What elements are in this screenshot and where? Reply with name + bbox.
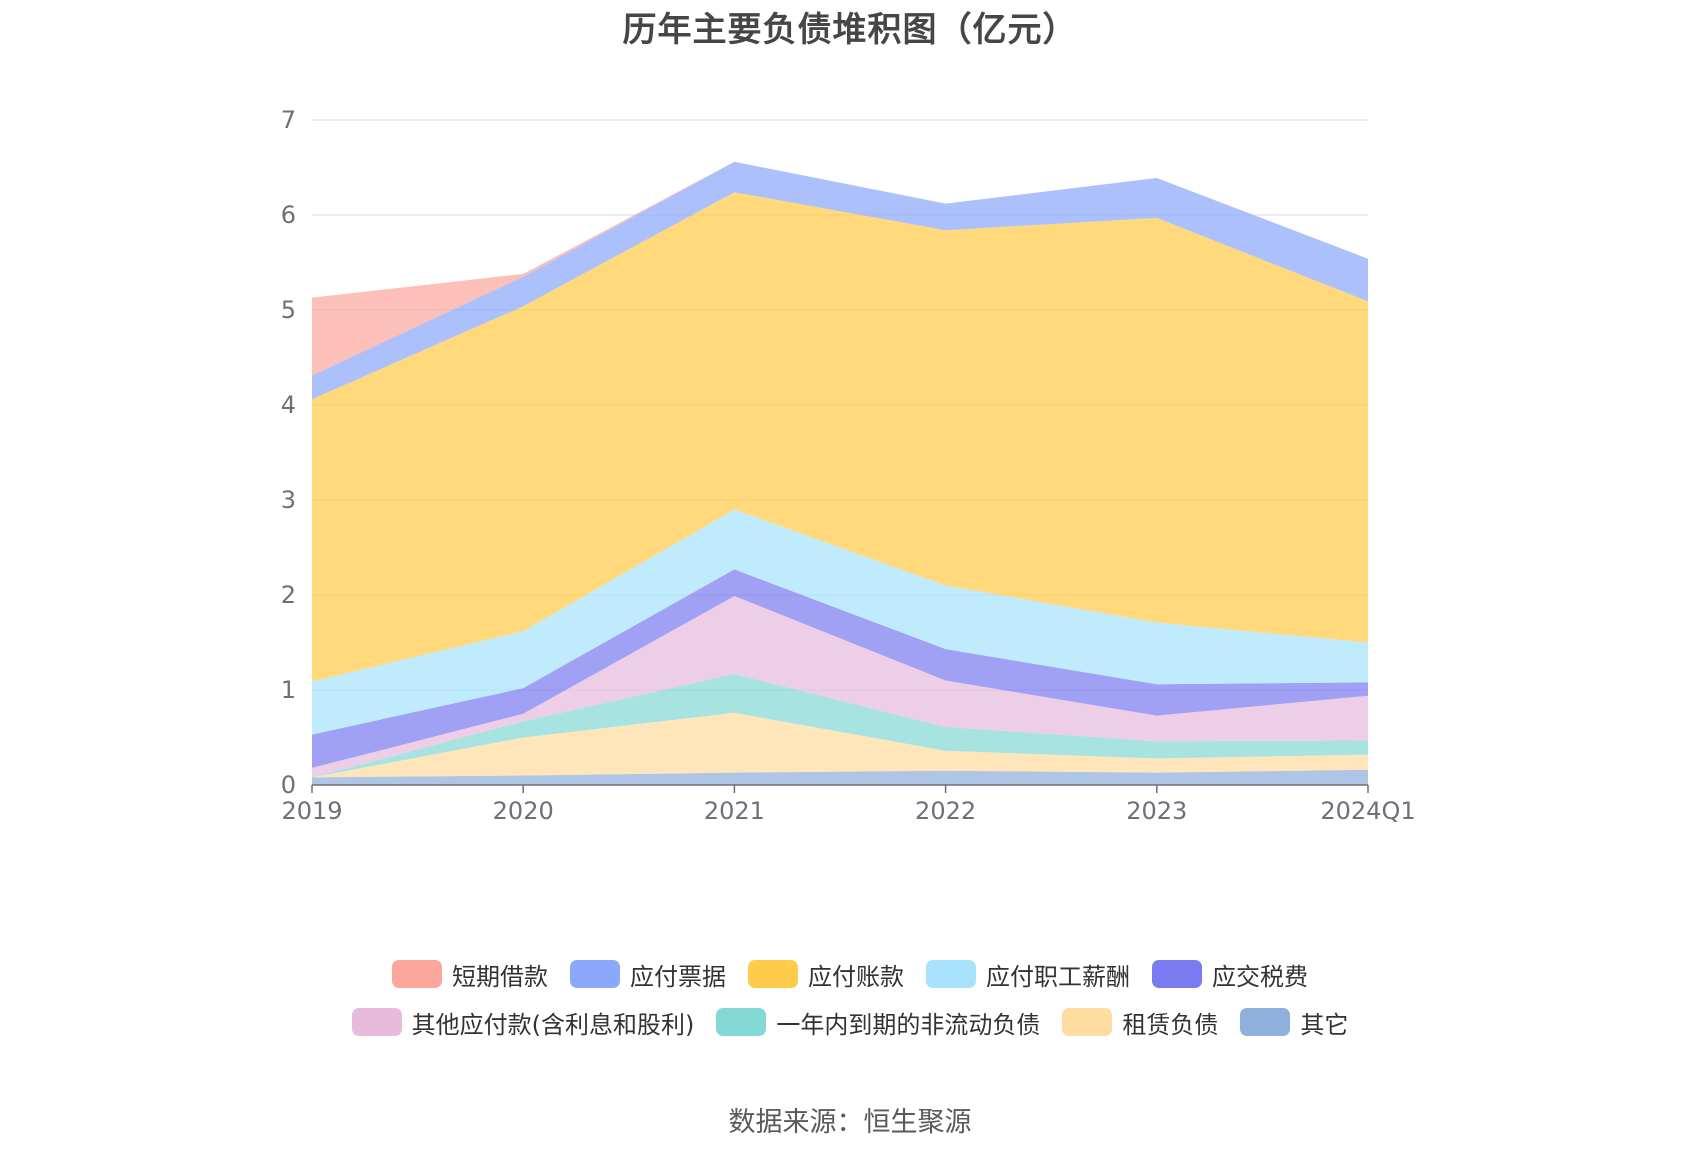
- legend-label: 短期借款: [452, 962, 548, 991]
- legend-row: 其他应付款(含利息和股利) 一年内到期的非流动负债 租赁负债 其它: [0, 998, 1700, 1046]
- legend-swatch: [392, 960, 442, 988]
- y-tick-label: 6: [281, 201, 296, 229]
- legend: 短期借款 应付票据 应付账款 应付职工薪酬 应交税费 其他应付款(含利息和股利) 一年内到…: [0, 950, 1700, 1046]
- x-tick-label: 2023: [1126, 797, 1187, 825]
- legend-item[interactable]: 其他应付款(含利息和股利): [351, 1005, 695, 1040]
- area-一年内到期的非流动负债: [312, 673, 1368, 778]
- legend-swatch: [570, 960, 620, 988]
- area-应付票据: [312, 161, 1368, 400]
- y-tick-label: 0: [281, 771, 296, 799]
- area-其他应付款(含利息和股利): [312, 596, 1368, 778]
- x-tick-label: 2021: [704, 797, 765, 825]
- legend-label: 应付职工薪酬: [986, 962, 1130, 991]
- axes: 0 1 2 3 4 5 6 7 2019 2020 2021 2022 2023 2024Q1: [281, 106, 1416, 825]
- chart-title: 历年主要负债堆积图（亿元）: [622, 10, 1078, 50]
- legend-label: 应付账款: [808, 962, 904, 991]
- legend-swatch: [926, 960, 976, 988]
- legend-swatch: [748, 960, 798, 988]
- legend-label: 应付票据: [630, 962, 726, 991]
- legend-label: 其他应付款(含利息和股利): [411, 1010, 695, 1039]
- y-tick-label: 3: [281, 486, 296, 514]
- legend-item[interactable]: 应付职工薪酬: [926, 957, 1130, 992]
- y-tick-label: 2: [281, 581, 296, 609]
- y-tick-label: 1: [281, 676, 296, 704]
- area-其它: [312, 769, 1368, 785]
- legend-swatch: [1062, 1008, 1113, 1036]
- area-应付职工薪酬: [312, 509, 1368, 735]
- legend-label: 一年内到期的非流动负债: [776, 1010, 1041, 1039]
- legend-item[interactable]: 其它: [1240, 1005, 1348, 1040]
- y-tick-label: 4: [281, 391, 296, 419]
- legend-item[interactable]: 一年内到期的非流动负债: [716, 1005, 1040, 1040]
- legend-swatch: [716, 1008, 767, 1036]
- area-租赁负债: [312, 712, 1368, 778]
- legend-label: 应交税费: [1212, 962, 1308, 991]
- legend-label: 其它: [1300, 1010, 1349, 1039]
- legend-item[interactable]: 租赁负债: [1062, 1005, 1218, 1040]
- y-tick-label: 7: [281, 106, 296, 134]
- legend-swatch: [1240, 1008, 1291, 1036]
- legend-swatch: [1152, 960, 1202, 988]
- area-series: [312, 161, 1368, 785]
- x-tick-label: 2022: [915, 797, 976, 825]
- legend-item[interactable]: 短期借款: [392, 957, 548, 992]
- x-tick-label: 2024Q1: [1320, 797, 1415, 825]
- legend-label: 租赁负债: [1122, 1010, 1219, 1039]
- legend-swatch: [351, 1008, 402, 1036]
- legend-item[interactable]: 应付账款: [748, 957, 904, 992]
- source-note: 数据来源：恒生聚源: [728, 1107, 972, 1138]
- legend-item[interactable]: 应交税费: [1152, 957, 1308, 992]
- legend-item[interactable]: 应付票据: [570, 957, 726, 992]
- legend-row: 短期借款 应付票据 应付账款 应付职工薪酬 应交税费: [0, 950, 1700, 998]
- y-tick-label: 5: [281, 296, 296, 324]
- x-tick-label: 2019: [281, 797, 342, 825]
- x-tick-label: 2020: [493, 797, 554, 825]
- area-应付账款: [312, 192, 1368, 682]
